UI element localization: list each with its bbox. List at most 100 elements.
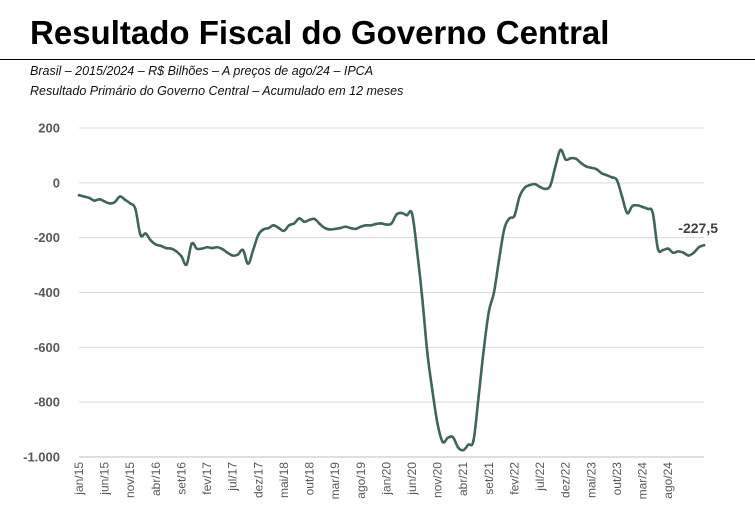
- x-tick-label: ago/24: [661, 462, 675, 499]
- data-point: [185, 263, 188, 266]
- y-tick-label: 200: [38, 121, 60, 136]
- data-point: [400, 211, 404, 215]
- data-point: [241, 248, 245, 252]
- data-point: [246, 262, 250, 266]
- data-point: [374, 222, 378, 226]
- data-point: [615, 178, 619, 182]
- data-point: [528, 183, 532, 187]
- data-point: [82, 195, 86, 198]
- data-point: [226, 251, 229, 255]
- x-tick-label: jan/20: [379, 462, 393, 496]
- data-point: [390, 222, 393, 225]
- data-point: [538, 185, 542, 189]
- data-point: [579, 161, 583, 165]
- data-point: [379, 222, 383, 225]
- x-tick-label: jan/15: [72, 462, 86, 496]
- data-point: [549, 184, 552, 187]
- data-point: [518, 195, 521, 198]
- data-point: [190, 242, 193, 245]
- data-point: [149, 239, 153, 242]
- x-tick-label: fev/22: [507, 462, 521, 495]
- x-tick-label: set/16: [174, 462, 188, 495]
- x-tick-label: fev/17: [200, 462, 214, 495]
- data-point: [385, 223, 388, 226]
- data-point: [113, 200, 117, 204]
- data-point: [677, 250, 680, 253]
- data-point: [282, 229, 286, 233]
- data-point: [180, 255, 183, 258]
- x-axis: jan/15 jun/15 nov/15 abr/16 set/16 fev/17 jul/…: [72, 456, 704, 500]
- data-point: [205, 245, 209, 249]
- data-point: [656, 247, 660, 250]
- data-point: [123, 198, 127, 202]
- data-point: [641, 205, 644, 209]
- data-point: [139, 233, 142, 237]
- data-point: [272, 224, 275, 227]
- data-point: [395, 213, 398, 216]
- data-point: [564, 158, 567, 161]
- data-point: [349, 226, 352, 230]
- data-point: [410, 212, 414, 215]
- data-point: [605, 173, 608, 177]
- data-point: [134, 207, 137, 211]
- data-point: [405, 213, 409, 217]
- x-tick-label: abr/16: [149, 462, 163, 496]
- data-point: [574, 157, 578, 161]
- data-point: [328, 228, 332, 231]
- data-point: [554, 165, 557, 168]
- x-tick-label: abr/21: [456, 462, 470, 496]
- y-tick-label: 0: [53, 175, 60, 190]
- chart-subtitle-series: Resultado Primário do Governo Central – …: [30, 84, 404, 98]
- data-point: [221, 247, 224, 251]
- data-point: [610, 176, 614, 179]
- data-point: [262, 228, 265, 231]
- data-point: [287, 224, 291, 227]
- y-axis-ticks: 200 0 -200 -400 -600 -800 -1.000: [23, 121, 60, 465]
- chart-title: Resultado Fiscal do Governo Central: [30, 14, 610, 51]
- data-point: [508, 217, 511, 220]
- data-point: [313, 217, 316, 221]
- data-point: [144, 232, 147, 235]
- data-point: [441, 440, 445, 444]
- data-point: [446, 436, 450, 440]
- data-point: [697, 245, 701, 249]
- data-point: [98, 197, 101, 201]
- data-point: [292, 222, 296, 225]
- data-point: [502, 228, 506, 231]
- data-point: [267, 226, 270, 230]
- data-point: [154, 243, 158, 246]
- data-point: [369, 224, 373, 227]
- title-divider: [0, 59, 755, 60]
- data-point: [93, 199, 96, 202]
- data-point: [118, 195, 122, 198]
- data-point: [420, 296, 424, 300]
- data-point: [195, 247, 199, 250]
- data-point: [344, 225, 347, 228]
- data-point: [297, 217, 301, 220]
- data-point: [231, 254, 234, 257]
- data-point: [175, 250, 178, 253]
- data-point: [164, 246, 168, 250]
- data-point: [569, 156, 573, 160]
- data-point: [584, 165, 588, 168]
- data-point: [436, 422, 439, 426]
- data-point: [364, 224, 368, 227]
- x-tick-label: nov/15: [123, 462, 137, 498]
- x-tick-label: jun/15: [98, 462, 112, 496]
- data-labels: -227,5: [678, 220, 718, 236]
- data-point: [461, 448, 465, 452]
- data-point: [590, 166, 593, 170]
- x-tick-label: mai/23: [584, 462, 598, 498]
- data-point: [523, 186, 526, 190]
- data-point: [108, 202, 112, 205]
- x-tick-label: dez/17: [251, 462, 265, 498]
- y-tick-label: -800: [34, 395, 60, 410]
- data-point: [354, 227, 357, 231]
- data-point: [487, 310, 491, 313]
- series-group: [77, 148, 706, 452]
- y-tick-label: -600: [34, 340, 60, 355]
- x-tick-label: mar/19: [328, 462, 342, 500]
- data-point: [543, 187, 547, 191]
- data-point: [492, 291, 496, 294]
